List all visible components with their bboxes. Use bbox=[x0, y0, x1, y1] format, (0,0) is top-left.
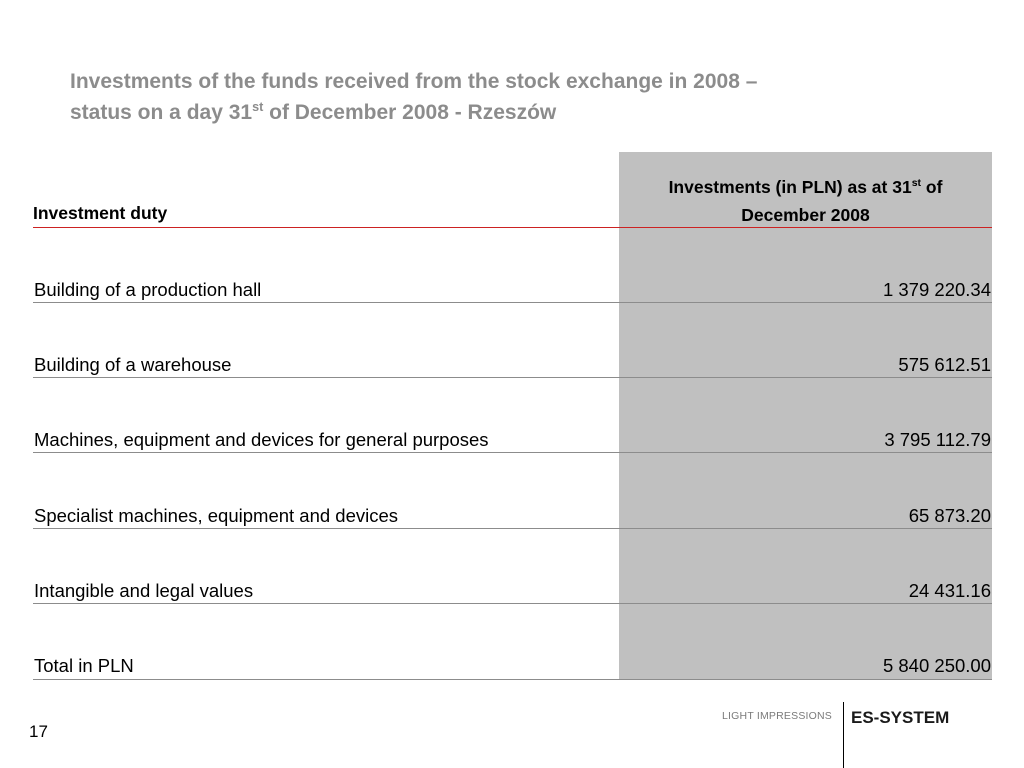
header-investment-duty: Investment duty bbox=[33, 203, 168, 223]
row-duty: Total in PLN bbox=[34, 655, 134, 676]
row-duty: Specialist machines, equipment and devic… bbox=[34, 505, 399, 526]
header-investments-amount: Investments (in PLN) as at 31st of Decem… bbox=[619, 173, 992, 229]
title-superscript: st bbox=[252, 100, 264, 114]
row-duty: Building of a production hall bbox=[34, 279, 262, 300]
brand-logo: ES-SYSTEM bbox=[851, 708, 950, 727]
row-rule bbox=[33, 679, 992, 680]
row-amount: 3 795 112.79 bbox=[884, 429, 991, 450]
row-rule bbox=[33, 302, 992, 303]
row-amount: 1 379 220.34 bbox=[882, 279, 991, 300]
header-amount-start: Investments (in PLN) as at 31 bbox=[668, 177, 912, 197]
title-line-2-end: of December 2008 - Rzeszów bbox=[263, 101, 557, 124]
footer-tagline: LIGHT IMPRESSIONS bbox=[722, 710, 832, 722]
row-rule bbox=[33, 603, 992, 604]
title-line-2-start: status on a day 31 bbox=[70, 101, 253, 124]
table-row: Intangible and legal values 24 431.16 bbox=[33, 580, 992, 604]
header-amount-line-2: December 2008 bbox=[741, 205, 870, 225]
title-line-1: Investments of the funds received from t… bbox=[70, 70, 758, 93]
header-rule bbox=[33, 227, 992, 228]
amount-column-shading bbox=[619, 152, 992, 680]
row-rule bbox=[33, 377, 992, 378]
row-duty: Intangible and legal values bbox=[34, 580, 254, 601]
table-row: Building of a production hall 1 379 220.… bbox=[33, 279, 992, 303]
row-duty: Machines, equipment and devices for gene… bbox=[34, 429, 489, 450]
table-row-total: Total in PLN 5 840 250.00 bbox=[33, 655, 992, 679]
footer-divider bbox=[843, 702, 844, 768]
row-amount: 5 840 250.00 bbox=[882, 655, 991, 676]
row-amount: 24 431.16 bbox=[908, 580, 991, 601]
header-amount-end: of bbox=[921, 177, 943, 197]
table-row: Specialist machines, equipment and devic… bbox=[33, 505, 992, 529]
table-row: Machines, equipment and devices for gene… bbox=[33, 429, 992, 453]
row-rule bbox=[33, 528, 992, 529]
row-amount: 575 612.51 bbox=[898, 354, 991, 375]
page-number: 17 bbox=[29, 722, 48, 741]
row-rule bbox=[33, 452, 992, 453]
table-row: Building of a warehouse 575 612.51 bbox=[33, 354, 992, 378]
slide-title: Investments of the funds received from t… bbox=[70, 66, 970, 128]
row-amount: 65 873.20 bbox=[908, 505, 991, 526]
header-superscript: st bbox=[911, 177, 922, 190]
row-duty: Building of a warehouse bbox=[34, 354, 232, 375]
